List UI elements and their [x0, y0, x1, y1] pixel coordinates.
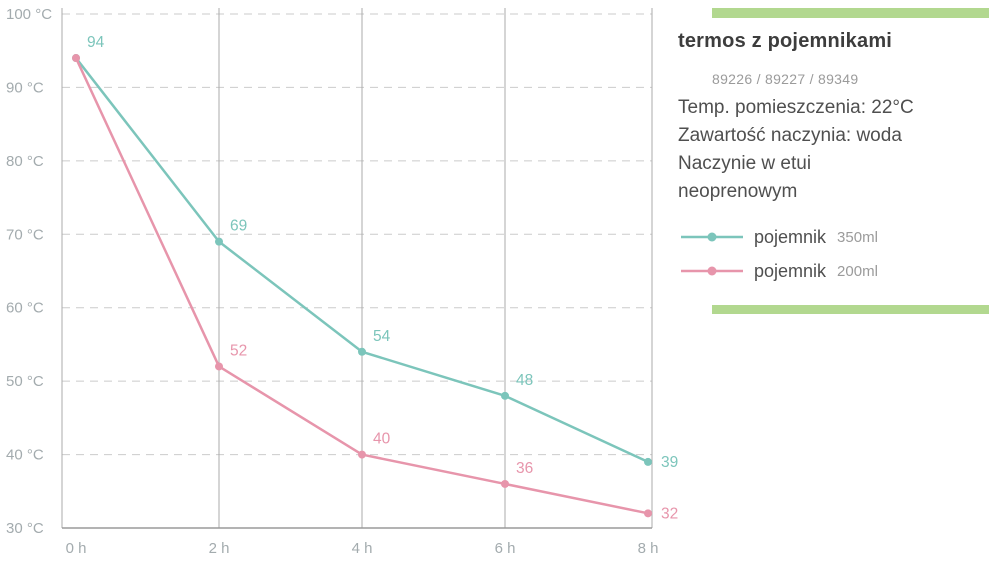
x-tick-label: 8 h [638, 540, 659, 557]
description-line: neoprenowym [678, 181, 798, 202]
x-tick-label: 6 h [495, 540, 516, 557]
y-tick-label: 30 °C [6, 520, 44, 537]
x-axis-labels: 0 h 2 h 4 h 6 h 8 h [66, 540, 659, 557]
accent-bar-top [712, 8, 989, 18]
description-line: Naczynie w etui [678, 153, 812, 174]
legend-line-marker-icon [681, 266, 743, 276]
chart-canvas: 100 °C 90 °C 80 °C 70 °C 60 °C 50 °C 40 °C 30 °… [6, 6, 678, 557]
product-codes: 89226 / 89227 / 89349 [712, 71, 859, 87]
panel-title: termos z pojemnikami [678, 30, 893, 52]
data-point [358, 347, 366, 356]
data-point [644, 457, 652, 466]
x-tick-label: 2 h [209, 540, 230, 557]
x-tick-label: 0 h [66, 540, 87, 557]
data-point [72, 54, 80, 63]
data-point [215, 362, 223, 371]
data-label: 69 [230, 218, 247, 235]
legend-label: pojemnik [754, 260, 827, 281]
y-tick-label: 40 °C [6, 447, 44, 464]
grid-lines [62, 13, 652, 456]
legend-label: pojemnik [754, 226, 827, 247]
data-label: 48 [516, 372, 533, 389]
data-label: 32 [661, 505, 678, 522]
data-label: 52 [230, 342, 247, 359]
series-pojemnik-350ml: 94 69 54 48 39 [72, 34, 678, 471]
legend-line-marker-icon [681, 232, 743, 242]
y-tick-label: 100 °C [6, 6, 52, 23]
data-label: 39 [661, 454, 678, 471]
y-tick-label: 50 °C [6, 373, 44, 390]
x-tick-label: 4 h [352, 540, 373, 557]
legend: pojemnik 350ml pojemnik 200ml [680, 224, 878, 292]
series-pojemnik-200ml: 52 40 36 32 [72, 54, 678, 522]
description-line: Zawartość naczynia: woda [678, 125, 902, 146]
data-point [644, 509, 652, 518]
accent-bar-bottom [712, 305, 989, 314]
axis-lines [61, 8, 653, 529]
data-point [501, 391, 509, 400]
description-line: Temp. pomieszczenia: 22°C [678, 97, 914, 118]
data-point [501, 479, 509, 488]
legend-size-label: 350ml [837, 228, 878, 246]
data-label: 40 [373, 431, 391, 448]
legend-size-label: 200ml [837, 262, 878, 280]
temperature-chart: 100 °C 90 °C 80 °C 70 °C 60 °C 50 °C 40 °C 30 °… [6, 6, 678, 557]
data-label: 54 [373, 328, 391, 345]
data-label: 94 [87, 34, 105, 51]
description-lines: Temp. pomieszczenia: 22°C Zawartość naczy… [678, 94, 914, 206]
data-point [215, 237, 223, 246]
legend-item: pojemnik 200ml [680, 258, 878, 284]
data-label: 36 [516, 460, 533, 477]
y-tick-label: 90 °C [6, 79, 44, 96]
info-panel: termos z pojemnikami 89226 / 89227 / 893… [668, 0, 989, 570]
y-axis-labels: 100 °C 90 °C 80 °C 70 °C 60 °C 50 °C 40 °C 30 °… [6, 6, 52, 537]
y-tick-label: 70 °C [6, 226, 44, 243]
data-point [358, 450, 366, 459]
y-tick-label: 80 °C [6, 153, 44, 170]
y-tick-label: 60 °C [6, 300, 44, 317]
legend-item: pojemnik 350ml [680, 224, 878, 250]
